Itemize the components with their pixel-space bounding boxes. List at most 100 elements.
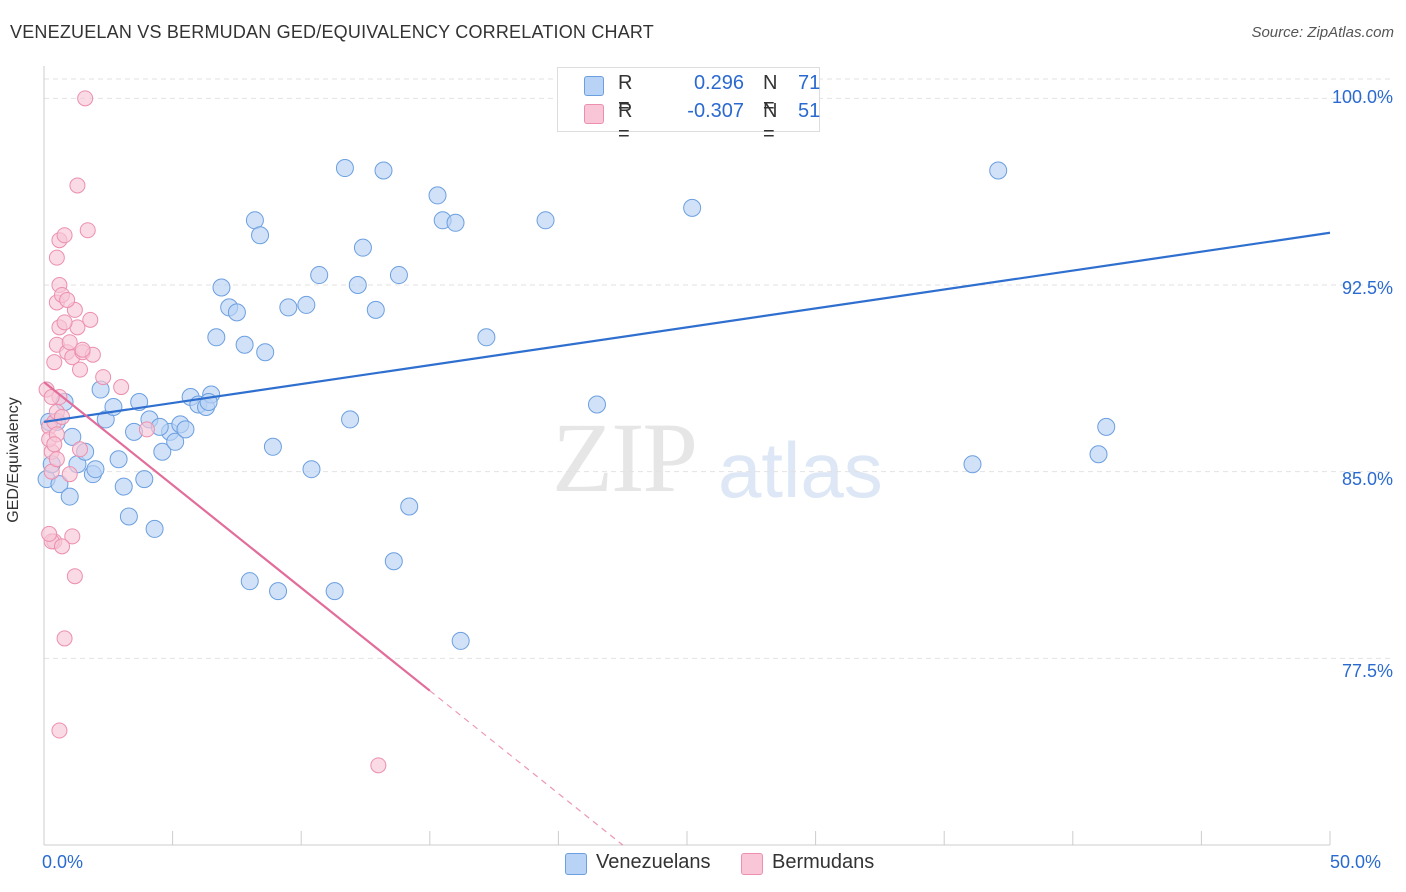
y-axis-label: GED/Equivalency [5,397,22,523]
legend-n-value: 51 [798,100,821,122]
legend-swatch-pink [584,104,604,124]
y-tick-100: 100.0% [1331,87,1393,107]
venezuelan-point [235,335,254,354]
venezuelan-point [477,328,496,347]
venezuelan-point [335,159,354,178]
venezuelan-point [451,631,470,650]
blue-trend-line [43,231,1331,423]
bermudan-point [54,408,71,425]
venezuelan-point [587,395,606,414]
venezuelan-point [446,213,465,232]
bermudan-point [64,528,81,545]
venezuelan-point [251,226,270,245]
venezuelan-point [353,238,372,257]
x-tick-min: 0.0% [42,852,84,872]
venezuelan-point [240,572,259,591]
venezuelan-point [166,432,185,451]
bermudan-point [51,722,68,739]
bermudan-point [72,361,89,378]
legend-swatch-blue [584,76,604,96]
venezuelan-point [683,198,702,217]
y-tick-85: 85.0% [1341,469,1393,489]
venezuelan-point [109,450,128,469]
bermudan-point [56,630,73,647]
chart-title: VENEZUELAN VS BERMUDAN GED/EQUIVALENCY C… [10,22,654,42]
venezuelan-point [374,161,393,180]
venezuelan-point [302,460,321,479]
pink-trend-line [43,381,431,692]
legend-n-label: N = [763,100,778,145]
bottom-legend-swatch-blue [565,853,587,875]
venezuelan-point [366,300,385,319]
venezuelan-point [207,328,226,347]
venezuelan-point [145,519,164,538]
venezuelan-point [269,582,288,601]
stats-legend: R = 0.296 N = 71 R = -0.307 N = 51 [557,67,821,145]
venezuelan-point [325,582,344,601]
venezuelan-point [1089,445,1108,464]
venezuelan-point [536,211,555,230]
bermudan-point [59,291,76,308]
venezuelan-point [86,460,105,479]
y-tick-77-5: 77.5% [1341,661,1393,681]
bermudan-point [56,314,73,331]
bermudan-point [82,311,99,328]
bermudan-point [370,757,387,774]
bermudan-point [138,421,155,438]
bottom-legend-swatch-pink [741,853,763,875]
venezuelan-point [389,266,408,285]
venezuelan-point [245,211,264,230]
legend-n-value: 71 [798,72,821,94]
legend-n-label: N = [763,72,778,117]
legend-r-value: -0.307 [687,100,744,122]
x-tick-max: 50.0% [1330,852,1382,872]
bermudan-point [69,177,86,194]
venezuelan-point [50,475,69,494]
venezuelan-point [341,410,360,429]
legend-r-label: R = [618,100,633,145]
bermudan-point [46,436,63,453]
bermudan-point [56,227,73,244]
venezuelan-point [256,343,275,362]
watermark-atlas: atlas [718,426,883,514]
venezuelan-point [176,420,195,439]
bottom-legend-label: Bermudans [772,851,875,873]
venezuelan-point [348,276,367,295]
venezuelan-point [263,437,282,456]
bermudan-point [54,538,71,555]
legend-r-value: 0.296 [693,72,744,94]
bermudan-point [66,568,83,585]
bermudan-point [95,369,112,386]
venezuelan-point [114,477,133,496]
y-tick-92-5: 92.5% [1341,278,1393,298]
legend-r-label: R = [618,72,633,117]
bermudan-point [72,441,89,458]
bermudan-point [113,379,130,396]
venezuelan-point [428,186,447,205]
bermudan-point [74,341,91,358]
venezuelan-point [310,266,329,285]
source-label: Source: ZipAtlas.com [1251,24,1394,41]
pink-trend-extension [429,690,624,846]
venezuelan-point [212,278,231,297]
bermudan-point [41,525,58,542]
bermudan-point [48,249,65,266]
venezuelan-point [119,507,138,526]
watermark-zip: ZIP [552,402,698,513]
bermudan-point [46,354,63,371]
bermudan-point [77,90,94,107]
venezuelan-point [153,442,172,461]
venezuelan-point [60,487,79,506]
venezuelan-point [227,303,246,322]
bermudan-point [48,451,65,468]
bermudan-point [61,466,78,483]
venezuelan-point [963,455,982,474]
venezuelan-point [989,161,1008,180]
venezuelan-point [135,470,154,489]
venezuelan-point [384,552,403,571]
venezuelan-point [1097,417,1116,436]
venezuelan-point [279,298,298,317]
venezuelan-point [400,497,419,516]
venezuelan-point [297,295,316,314]
